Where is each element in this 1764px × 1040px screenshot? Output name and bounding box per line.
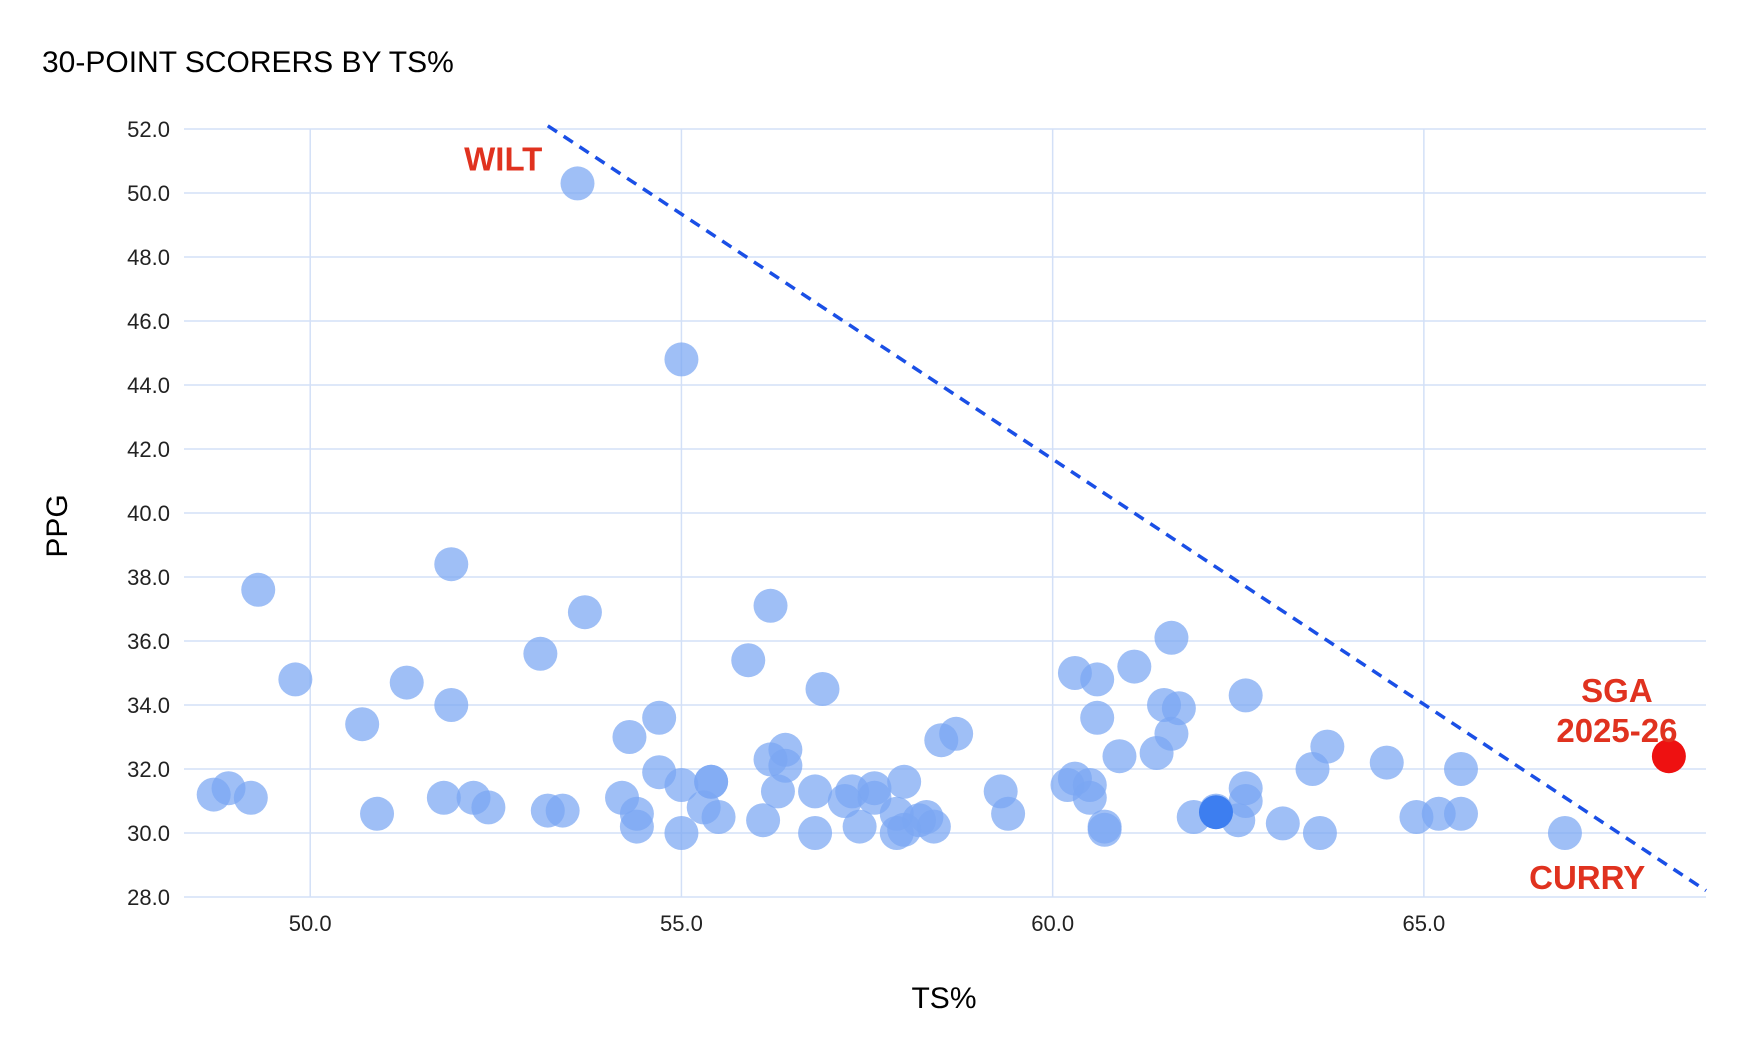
data-point — [530, 793, 565, 828]
data-point — [434, 547, 469, 582]
data-points — [196, 166, 1686, 850]
data-point — [916, 809, 951, 844]
data-point — [360, 796, 395, 831]
data-point — [664, 342, 699, 377]
sga-point — [1651, 739, 1686, 774]
data-point — [1265, 806, 1300, 841]
data-point — [1072, 780, 1107, 815]
x-axis-ticks: 50.0 55.0 60.0 65.0 — [289, 911, 1445, 936]
data-point-highlighted — [1198, 795, 1233, 830]
y-tick-label: 52.0 — [127, 117, 170, 142]
data-point — [619, 809, 654, 844]
y-tick-label: 50.0 — [127, 181, 170, 206]
x-tick-label: 65.0 — [1402, 911, 1445, 936]
grid-lines — [184, 128, 1706, 898]
data-point — [805, 672, 840, 706]
x-tick-label: 60.0 — [1031, 911, 1074, 936]
y-tick-label: 48.0 — [127, 245, 170, 270]
data-point — [664, 768, 699, 802]
data-point — [746, 803, 781, 838]
data-point — [1102, 739, 1137, 774]
data-point — [1443, 796, 1478, 831]
data-point — [701, 800, 736, 834]
y-tick-label: 28.0 — [127, 885, 170, 910]
data-point — [471, 790, 506, 825]
data-point — [924, 723, 959, 758]
data-point — [842, 809, 877, 844]
data-point — [798, 774, 833, 809]
data-point — [827, 784, 862, 818]
data-point — [1080, 662, 1115, 697]
data-point — [1117, 649, 1152, 684]
data-point — [1161, 691, 1196, 726]
data-point — [753, 588, 788, 623]
y-axis-label: PPG — [41, 494, 74, 557]
data-point — [567, 595, 602, 630]
data-point — [760, 774, 795, 809]
y-tick-label: 44.0 — [127, 373, 170, 398]
data-point — [612, 720, 647, 754]
annotation-label: 2025-26 — [1556, 712, 1677, 749]
y-axis-ticks: 28.0 30.0 32.0 34.0 36.0 38.0 40.0 42.0 44.0 46.0… — [127, 117, 170, 910]
data-point — [1399, 800, 1434, 834]
data-point — [798, 816, 833, 850]
y-tick-label: 34.0 — [127, 693, 170, 718]
x-tick-label: 55.0 — [660, 911, 703, 936]
y-tick-label: 38.0 — [127, 565, 170, 590]
data-point — [389, 665, 424, 700]
data-point — [426, 780, 461, 815]
data-point — [1087, 812, 1122, 847]
data-point — [731, 643, 766, 678]
trend-line — [546, 124, 1707, 893]
y-tick-label: 36.0 — [127, 629, 170, 654]
data-point — [991, 796, 1026, 831]
data-point — [642, 700, 677, 735]
data-point — [1443, 752, 1478, 786]
data-point — [768, 748, 803, 783]
data-point — [1295, 752, 1330, 786]
data-point — [887, 764, 922, 799]
trend-line-group — [546, 124, 1707, 893]
annotation-label: CURRY — [1529, 859, 1645, 896]
data-point — [434, 688, 469, 722]
y-tick-label: 42.0 — [127, 437, 170, 462]
data-point — [278, 662, 313, 697]
y-tick-label: 32.0 — [127, 757, 170, 782]
data-point — [1228, 678, 1263, 713]
chart-title: 30-POINT SCORERS BY TS% — [42, 46, 454, 79]
data-point — [1547, 816, 1582, 850]
data-point — [1302, 816, 1337, 850]
x-axis-label: TS% — [911, 982, 976, 1015]
annotation-label: WILT — [464, 141, 542, 178]
data-point — [1080, 700, 1115, 735]
data-point — [233, 780, 268, 815]
data-point — [1369, 745, 1404, 780]
data-point — [560, 166, 595, 201]
x-tick-label: 50.0 — [289, 911, 332, 936]
data-point — [241, 572, 276, 607]
data-point — [664, 816, 699, 850]
annotation-label: SGA — [1581, 672, 1653, 709]
data-point — [879, 816, 914, 850]
y-tick-label: 30.0 — [127, 821, 170, 846]
data-point — [523, 636, 558, 671]
data-point — [1154, 620, 1189, 655]
data-point — [196, 777, 231, 812]
data-point — [1139, 736, 1174, 770]
y-tick-label: 40.0 — [127, 501, 170, 526]
data-point — [694, 764, 729, 799]
data-point — [345, 707, 380, 742]
y-tick-label: 46.0 — [127, 309, 170, 334]
